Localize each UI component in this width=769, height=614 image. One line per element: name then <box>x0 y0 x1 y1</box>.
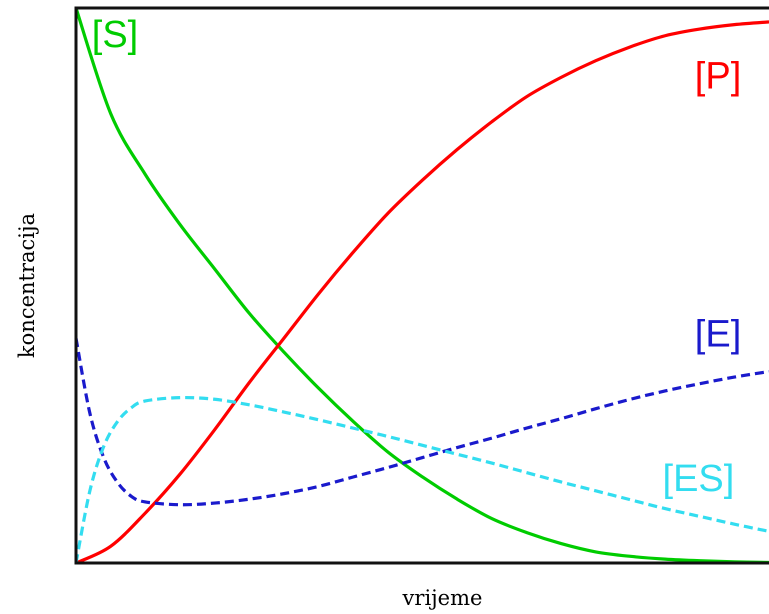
series-line-p <box>75 20 769 565</box>
series-label-s: [S] <box>92 14 138 56</box>
y-axis-label: koncentracija <box>15 213 39 358</box>
series-line-es <box>74 395 769 564</box>
series-line-e <box>74 337 769 507</box>
series-label-p: [P] <box>695 55 741 97</box>
series-label-es: [ES] <box>663 458 735 500</box>
x-axis-label: vrijeme <box>402 586 483 610</box>
plot-area <box>74 7 769 565</box>
plot-frame <box>74 6 769 565</box>
series-label-e: [E] <box>695 314 741 356</box>
series-labels: [S] [P] [E] [ES] <box>92 14 741 500</box>
series-line-s <box>74 7 769 565</box>
